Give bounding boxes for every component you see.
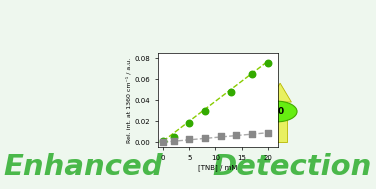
Point [202, 136, 208, 139]
Text: Enhanced: Enhanced [4, 153, 164, 181]
Point [265, 131, 271, 134]
Point [186, 138, 192, 141]
Point [228, 90, 234, 93]
Bar [273, 102, 287, 142]
Point [249, 132, 255, 135]
Polygon shape [269, 83, 291, 102]
X-axis label: [TNB] / mM: [TNB] / mM [199, 164, 238, 171]
Point [218, 134, 224, 137]
Point [186, 122, 192, 125]
Point [171, 135, 177, 138]
Point [265, 62, 271, 65]
Point [249, 72, 255, 75]
Point [233, 133, 240, 136]
Point [202, 109, 208, 112]
Point [160, 140, 166, 143]
Circle shape [256, 101, 297, 122]
Text: Detection: Detection [213, 153, 372, 181]
Point [160, 140, 166, 143]
Y-axis label: Rel. int. at 1360 cm⁻¹ / a.u.: Rel. int. at 1360 cm⁻¹ / a.u. [126, 57, 132, 143]
Point [171, 140, 177, 143]
Text: x10: x10 [267, 107, 285, 116]
